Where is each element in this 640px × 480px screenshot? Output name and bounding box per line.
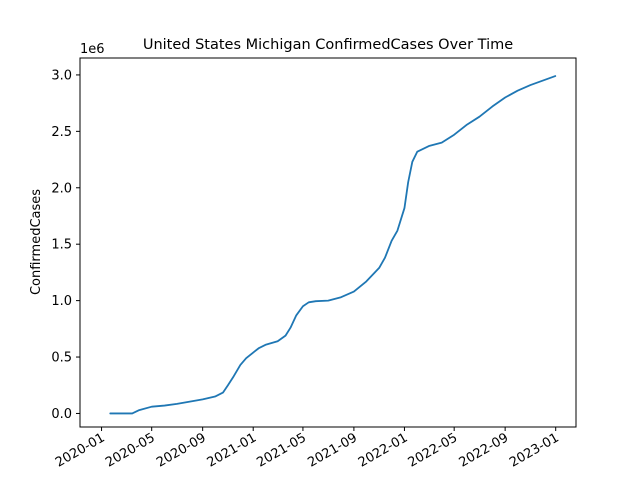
x-tick-label: 2021-09	[305, 430, 360, 470]
y-tick-label: 0.0	[51, 407, 72, 422]
x-tick-label: 2023-01	[507, 430, 562, 470]
x-tick-label: 2020-05	[103, 430, 158, 470]
x-tick-label: 2020-01	[53, 430, 108, 470]
x-tick-label: 2022-05	[406, 430, 461, 470]
y-tick-label: 2.0	[51, 181, 72, 196]
y-offset-label: 1e6	[80, 42, 105, 57]
y-tick-label: 0.5	[51, 351, 72, 366]
y-tick-label: 1.0	[51, 294, 72, 309]
x-tick-label: 2021-05	[254, 430, 309, 470]
x-tick-label: 2020-09	[154, 430, 209, 470]
y-tick-label: 1.5	[51, 238, 72, 253]
x-axis-ticks: 2020-012020-052020-092021-012021-052021-…	[53, 427, 562, 471]
x-tick-label: 2021-01	[205, 430, 260, 470]
series-line-confirmed-cases	[109, 75, 557, 415]
x-tick-label: 2022-01	[356, 430, 411, 470]
y-axis-ticks: 0.0 0.5 1.0 1.5 2.0 2.5 3.0	[51, 68, 80, 422]
y-axis-label: ConfirmedCases	[29, 189, 44, 295]
chart-title: United States Michigan ConfirmedCases Ov…	[143, 37, 513, 53]
y-tick-label: 3.0	[51, 68, 72, 83]
plot-frame	[79, 57, 577, 428]
x-tick-label: 2022-09	[457, 430, 512, 470]
y-tick-label: 2.5	[51, 125, 72, 140]
